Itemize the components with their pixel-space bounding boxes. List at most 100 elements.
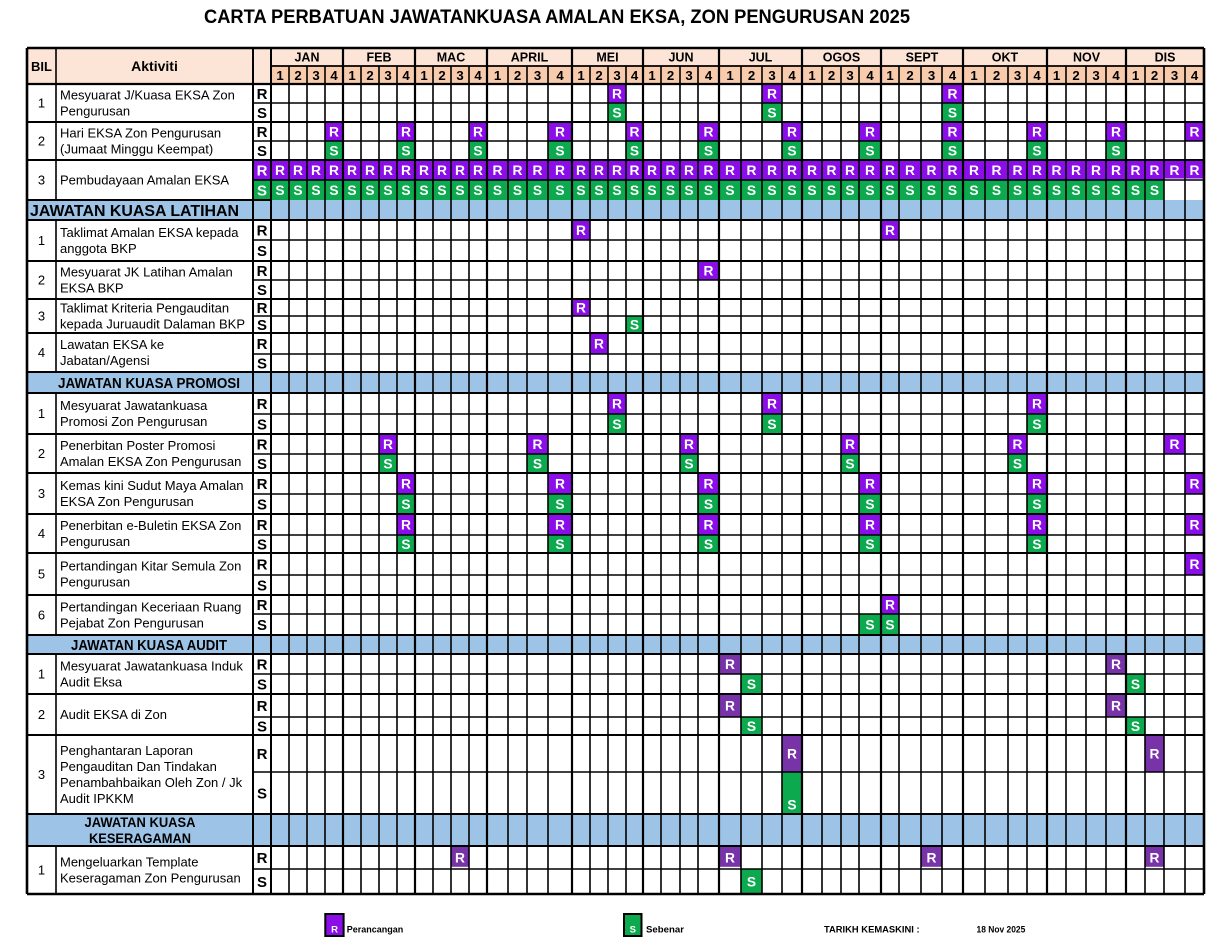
svg-text:Keseragaman Zon Pengurusan: Keseragaman Zon Pengurusan bbox=[60, 871, 241, 886]
svg-text:R: R bbox=[533, 437, 543, 452]
svg-text:2: 2 bbox=[667, 68, 674, 83]
svg-text:S: S bbox=[969, 183, 978, 198]
svg-text:3: 3 bbox=[685, 68, 692, 83]
svg-text:S: S bbox=[704, 537, 713, 552]
svg-text:S: S bbox=[401, 497, 410, 512]
svg-text:4: 4 bbox=[1033, 68, 1041, 83]
svg-text:S: S bbox=[1032, 537, 1041, 552]
svg-text:R: R bbox=[347, 163, 357, 178]
svg-text:1: 1 bbox=[1053, 68, 1060, 83]
svg-text:S: S bbox=[1131, 719, 1140, 734]
svg-text:S: S bbox=[473, 143, 482, 158]
svg-text:EKSA Zon Pengurusan: EKSA Zon Pengurusan bbox=[60, 494, 194, 509]
svg-text:R: R bbox=[257, 850, 268, 867]
svg-text:4: 4 bbox=[1191, 68, 1199, 83]
svg-text:R: R bbox=[473, 124, 483, 139]
svg-text:R: R bbox=[455, 163, 465, 178]
svg-text:kepada Juruaudit Dalaman BKP: kepada Juruaudit Dalaman BKP bbox=[60, 317, 245, 332]
svg-text:R: R bbox=[704, 476, 714, 491]
svg-text:2: 2 bbox=[906, 68, 913, 83]
svg-text:S: S bbox=[257, 456, 267, 473]
svg-text:S: S bbox=[257, 496, 267, 513]
svg-text:3: 3 bbox=[38, 486, 45, 501]
svg-text:S: S bbox=[257, 785, 267, 802]
svg-text:2: 2 bbox=[438, 68, 445, 83]
svg-text:S: S bbox=[1013, 183, 1022, 198]
svg-text:R: R bbox=[885, 163, 895, 178]
svg-text:3: 3 bbox=[1014, 68, 1021, 83]
svg-text:S: S bbox=[845, 456, 854, 471]
svg-text:Audit EKSA di Zon: Audit EKSA di Zon bbox=[60, 707, 167, 722]
svg-text:S: S bbox=[493, 183, 502, 198]
svg-text:Pengauditan Dan Tindakan: Pengauditan Dan Tindakan bbox=[60, 759, 217, 774]
svg-text:4: 4 bbox=[1112, 68, 1120, 83]
svg-text:S: S bbox=[747, 874, 756, 889]
svg-text:4: 4 bbox=[788, 68, 796, 83]
svg-text:S: S bbox=[747, 183, 756, 198]
svg-text:S: S bbox=[1150, 183, 1159, 198]
svg-text:R: R bbox=[612, 396, 622, 411]
svg-text:R: R bbox=[1032, 124, 1042, 139]
svg-text:R: R bbox=[257, 556, 268, 573]
svg-text:R: R bbox=[1170, 437, 1180, 452]
svg-text:R: R bbox=[630, 163, 640, 178]
svg-text:R: R bbox=[401, 517, 411, 532]
svg-text:S: S bbox=[419, 183, 428, 198]
svg-text:2: 2 bbox=[828, 68, 835, 83]
svg-text:R: R bbox=[257, 263, 268, 280]
svg-text:1: 1 bbox=[494, 68, 501, 83]
svg-text:Penerbitan Poster Promosi: Penerbitan Poster Promosi bbox=[60, 438, 215, 453]
svg-text:S: S bbox=[513, 183, 522, 198]
svg-text:S: S bbox=[865, 143, 874, 158]
svg-text:S: S bbox=[293, 183, 302, 198]
svg-text:R: R bbox=[257, 436, 268, 453]
svg-text:S: S bbox=[594, 183, 603, 198]
svg-text:S: S bbox=[747, 719, 756, 734]
svg-text:S: S bbox=[704, 183, 713, 198]
svg-text:Aktiviti: Aktiviti bbox=[131, 58, 178, 74]
svg-text:3: 3 bbox=[38, 767, 45, 782]
svg-text:R: R bbox=[257, 222, 268, 239]
svg-text:R: R bbox=[257, 517, 268, 534]
svg-text:R: R bbox=[969, 163, 979, 178]
svg-text:S: S bbox=[1131, 183, 1140, 198]
svg-text:S: S bbox=[630, 183, 639, 198]
svg-text:anggota BKP: anggota BKP bbox=[60, 241, 137, 256]
svg-text:JAWATAN KUASA AUDIT: JAWATAN KUASA AUDIT bbox=[71, 638, 227, 654]
svg-text:S: S bbox=[257, 718, 267, 735]
svg-text:1: 1 bbox=[970, 68, 977, 83]
svg-text:2: 2 bbox=[38, 707, 45, 722]
svg-text:R: R bbox=[725, 163, 735, 178]
svg-text:4: 4 bbox=[705, 68, 713, 83]
svg-text:R: R bbox=[787, 163, 797, 178]
svg-text:S: S bbox=[865, 183, 874, 198]
svg-text:APRIL: APRIL bbox=[511, 51, 549, 65]
svg-text:Pengurusan: Pengurusan bbox=[60, 104, 130, 119]
svg-text:R: R bbox=[401, 124, 411, 139]
svg-text:S: S bbox=[533, 183, 542, 198]
svg-text:S: S bbox=[787, 183, 796, 198]
svg-text:S: S bbox=[927, 183, 936, 198]
svg-text:S: S bbox=[845, 183, 854, 198]
svg-text:R: R bbox=[725, 850, 735, 865]
svg-text:R: R bbox=[555, 517, 565, 532]
svg-text:S: S bbox=[1013, 456, 1022, 471]
svg-text:S: S bbox=[704, 143, 713, 158]
svg-text:R: R bbox=[807, 163, 817, 178]
svg-text:R: R bbox=[293, 163, 303, 178]
svg-text:R: R bbox=[1013, 437, 1023, 452]
svg-text:OKT: OKT bbox=[992, 51, 1019, 65]
svg-text:R: R bbox=[1150, 163, 1160, 178]
svg-text:3: 3 bbox=[384, 68, 391, 83]
svg-text:S: S bbox=[1032, 143, 1041, 158]
svg-text:Penerbitan e-Buletin EKSA Zon: Penerbitan e-Buletin EKSA Zon bbox=[60, 518, 241, 533]
svg-text:S: S bbox=[257, 105, 267, 122]
svg-text:4: 4 bbox=[38, 526, 45, 541]
svg-text:R: R bbox=[1032, 163, 1042, 178]
svg-text:Penghantaran Laporan: Penghantaran Laporan bbox=[60, 743, 193, 758]
svg-text:S: S bbox=[1131, 677, 1140, 692]
svg-text:R: R bbox=[1190, 517, 1200, 532]
svg-text:R: R bbox=[329, 124, 339, 139]
svg-text:2: 2 bbox=[38, 446, 45, 461]
svg-text:R: R bbox=[845, 437, 855, 452]
